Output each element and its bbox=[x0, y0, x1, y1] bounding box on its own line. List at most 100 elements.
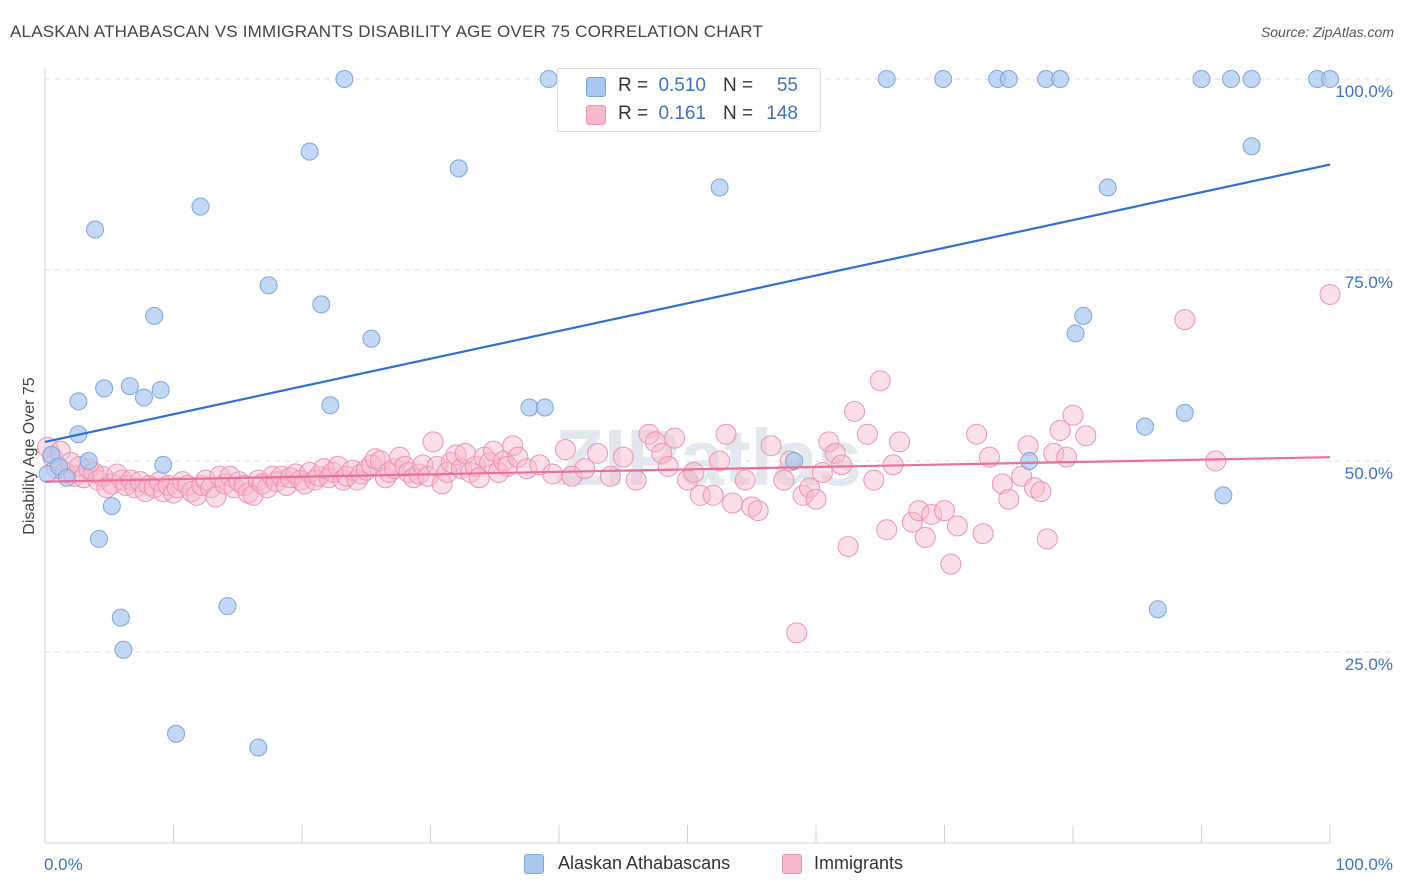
athabascan-point bbox=[1242, 137, 1261, 156]
athabascan-point bbox=[1098, 178, 1117, 197]
immigrants-point bbox=[205, 486, 227, 508]
immigrants-point bbox=[664, 427, 686, 449]
legend-r-label: R = bbox=[618, 103, 649, 124]
y-axis-label: Disability Age Over 75 bbox=[21, 377, 38, 535]
immigrants-point bbox=[587, 442, 609, 464]
immigrants-point bbox=[1174, 309, 1196, 331]
source-label: Source: ZipAtlas.com bbox=[1260, 24, 1394, 40]
athabascan-point bbox=[95, 379, 114, 398]
immigrants-point bbox=[921, 503, 943, 525]
immigrants-point bbox=[1062, 404, 1084, 426]
athabascan-point bbox=[877, 70, 896, 88]
athabascan-point bbox=[335, 70, 354, 88]
athabascan-point bbox=[1175, 403, 1194, 422]
legend-swatch-blue bbox=[524, 854, 544, 874]
legend-row-athabascans: R = 0.510 N = 55 bbox=[558, 73, 820, 99]
immigrants-point bbox=[651, 442, 673, 464]
immigrants-point bbox=[978, 446, 1000, 468]
athabascan-point bbox=[300, 142, 319, 161]
athabascan-point bbox=[1074, 306, 1093, 325]
y-tick-label: 50.0% bbox=[1345, 464, 1393, 483]
immigrants-point bbox=[702, 484, 724, 506]
athabascan-trend-line bbox=[44, 163, 1331, 443]
immigrants-point bbox=[422, 431, 444, 453]
athabascan-point bbox=[1066, 324, 1085, 343]
chart-title: ALASKAN ATHABASCAN VS IMMIGRANTS DISABIL… bbox=[10, 22, 764, 41]
immigrants-point bbox=[734, 469, 756, 491]
immigrants-point bbox=[1030, 481, 1052, 503]
athabascan-point bbox=[1135, 417, 1154, 436]
immigrants-point bbox=[824, 442, 846, 464]
tick-labels: 25.0% 50.0% 75.0% 100.0% 0.0% 100.0% bbox=[44, 82, 1393, 874]
athabascan-point bbox=[1321, 70, 1339, 88]
immigrants-point bbox=[811, 461, 833, 483]
legend-swatch-pink bbox=[586, 105, 606, 125]
immigrants-point bbox=[574, 458, 596, 480]
immigrants-point bbox=[946, 515, 968, 537]
athabascan-point bbox=[539, 70, 558, 88]
athabascan-point bbox=[785, 452, 804, 470]
legend-r-value: 0.510 bbox=[658, 75, 706, 96]
immigrants-point bbox=[760, 435, 782, 457]
immigrants-point bbox=[1075, 425, 1097, 447]
immigrants-point bbox=[901, 511, 923, 533]
immigrants-point bbox=[1205, 450, 1227, 472]
immigrants-point bbox=[1036, 528, 1058, 550]
immigrants-point bbox=[599, 465, 621, 487]
immigrants-point bbox=[972, 523, 994, 545]
immigrants-point bbox=[889, 431, 911, 453]
athabascan-point bbox=[145, 306, 164, 325]
athabascan-point bbox=[535, 398, 554, 417]
athabascan-point bbox=[321, 396, 340, 415]
immigrants-point bbox=[445, 444, 467, 466]
athabascan-point bbox=[114, 640, 133, 659]
immigrants-point bbox=[837, 536, 859, 558]
immigrants-point bbox=[247, 469, 269, 491]
immigrants-point bbox=[863, 469, 885, 491]
legend-swatch-blue bbox=[586, 77, 606, 97]
immigrants-point bbox=[464, 455, 486, 477]
immigrants-point bbox=[1056, 446, 1078, 468]
athabascan-point bbox=[934, 70, 953, 88]
athabascan-point bbox=[520, 398, 539, 417]
athabascan-point bbox=[79, 452, 98, 470]
athabascan-point bbox=[151, 380, 170, 399]
legend-r-value: 0.161 bbox=[658, 103, 706, 124]
immigrants-point bbox=[934, 500, 955, 522]
immigrants-point bbox=[940, 553, 962, 575]
immigrants-point bbox=[657, 455, 679, 477]
x-tick-label: 0.0% bbox=[44, 855, 83, 874]
athabascan-point bbox=[191, 197, 210, 216]
athabascan-point bbox=[1148, 600, 1167, 619]
immigrants-point bbox=[844, 400, 866, 422]
athabascan-point bbox=[1242, 70, 1261, 88]
immigrants-point bbox=[689, 484, 711, 506]
stats-legend: R = 0.510 N = 55 R = 0.161 N = 148 bbox=[557, 68, 821, 132]
bottom-legend-athabascans: Alaskan Athabascans bbox=[524, 852, 764, 876]
immigrants-point bbox=[998, 488, 1020, 510]
immigrants-point bbox=[747, 500, 769, 522]
immigrants-point bbox=[384, 458, 406, 480]
immigrants-point bbox=[721, 492, 743, 514]
athabascan-point bbox=[111, 608, 130, 627]
athabascan-point bbox=[102, 497, 121, 516]
immigrants-point bbox=[625, 469, 647, 491]
athabascan-point bbox=[1020, 452, 1039, 470]
athabascan-point bbox=[86, 220, 105, 239]
athabascan-point bbox=[218, 597, 237, 616]
athabascan-point bbox=[312, 295, 331, 314]
athabascan-point bbox=[1051, 70, 1070, 88]
athabascan-point bbox=[449, 159, 468, 178]
immigrants-trend-line bbox=[44, 456, 1331, 483]
immigrants-point bbox=[786, 622, 808, 644]
gridlines bbox=[45, 78, 1392, 653]
athabascan-point bbox=[249, 738, 268, 757]
immigrants-point bbox=[773, 469, 795, 491]
legend-label: Immigrants bbox=[814, 853, 904, 873]
athabascan-point bbox=[134, 388, 153, 407]
immigrants-point bbox=[805, 488, 827, 510]
y-tick-label: 100.0% bbox=[1335, 82, 1393, 101]
immigrants-point bbox=[856, 423, 878, 445]
trend-lines bbox=[44, 163, 1331, 483]
